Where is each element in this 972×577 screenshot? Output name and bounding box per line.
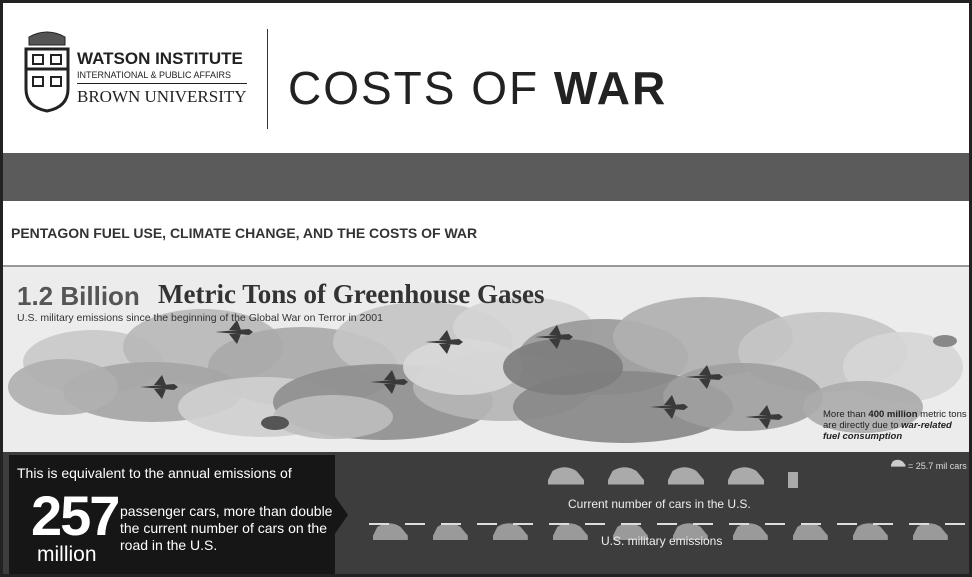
note: More than 400 million metric tons are di… [823,409,968,442]
subtitle: U.S. military emissions since the beginn… [17,312,383,324]
car-icon [668,467,704,484]
divider [267,29,268,129]
cloud [8,359,118,415]
logo-line: WATSON INSTITUTE [77,49,247,69]
car-icon [728,467,764,484]
equivalent-number: 257 [31,483,118,548]
row-label: Current number of cars in the U.S. [568,497,751,511]
logo-line: BROWN UNIVERSITY [77,87,247,107]
car-icon [913,523,948,540]
logo-text: WATSON INSTITUTE INTERNATIONAL & PUBLIC … [77,49,247,107]
page: WATSON INSTITUTE INTERNATIONAL & PUBLIC … [0,0,972,577]
site-title[interactable]: COSTS OF WAR [288,61,667,115]
car-icon [493,523,528,540]
car-icon [788,472,798,488]
cloud [503,339,623,395]
headline-number: 1.2 Billion [17,281,140,312]
car-icon [733,523,768,540]
article-title: PENTAGON FUEL USE, CLIMATE CHANGE, AND T… [11,225,477,241]
title-part: COSTS OF [288,62,539,114]
car-icon [793,523,828,540]
row-label: U.S. military emissions [601,534,722,548]
car-icon [548,467,584,484]
equivalent-unit: million [37,543,97,567]
note-text: More than [823,409,866,420]
helicopter [933,335,957,347]
cloud [273,395,393,439]
cloud [663,363,823,431]
car-icon [608,467,644,484]
helicopter [261,416,289,430]
car-icon [553,523,588,540]
legend: = 25.7 mil cars [908,461,967,471]
headline-text: Metric Tons of Greenhouse Gases [158,279,545,310]
logo-shield [23,31,71,113]
nav-bar [3,153,969,201]
logo-line: INTERNATIONAL & PUBLIC AFFAIRS [77,70,247,84]
car-icon [853,523,888,540]
car-icon [433,523,468,540]
note-highlight: 400 million [868,409,917,420]
equivalent-description: passenger cars, more than double the cur… [120,503,335,554]
title-part: WAR [554,62,667,114]
car-icon [373,523,408,540]
box-arrow [334,495,350,535]
equivalent-intro: This is equivalent to the annual emissio… [17,465,292,481]
car-icon [891,460,905,467]
